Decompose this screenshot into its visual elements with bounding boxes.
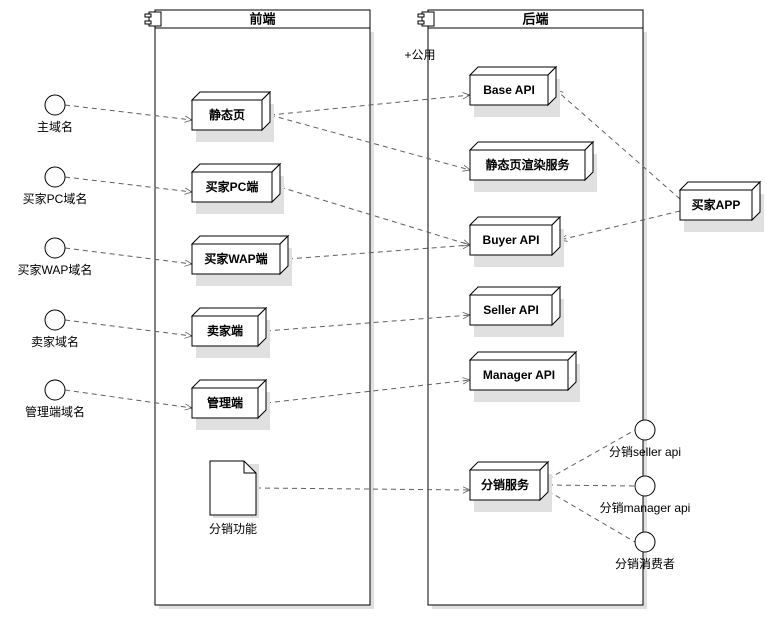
- interface-if-buyer-pc: 买家PC域名: [23, 167, 88, 206]
- svg-text:Buyer API: Buyer API: [483, 233, 540, 247]
- svg-text:买家APP: 买家APP: [692, 197, 741, 212]
- svg-text:后端: 后端: [522, 12, 548, 27]
- interface-if-buyer-wap: 买家WAP域名: [18, 238, 93, 277]
- svg-text:管理端: 管理端: [207, 395, 243, 410]
- box-renderer: 静态页渲染服务: [470, 142, 597, 192]
- box-buyerapp: 买家APP: [680, 182, 764, 232]
- svg-text:管理端域名: 管理端域名: [25, 404, 85, 419]
- interface-if-main: 主域名: [37, 95, 73, 134]
- svg-text:主域名: 主域名: [37, 119, 73, 134]
- box-managerapi: Manager API: [470, 352, 580, 402]
- svg-text:分销manager api: 分销manager api: [600, 501, 691, 515]
- svg-text:Manager API: Manager API: [483, 368, 555, 382]
- interface-if-manager: 管理端域名: [25, 380, 85, 419]
- svg-text:Base API: Base API: [483, 83, 535, 97]
- box-manager: 管理端: [192, 380, 270, 430]
- svg-text:买家WAP域名: 买家WAP域名: [18, 262, 93, 277]
- svg-text:静态页渲染服务: 静态页渲染服务: [485, 157, 570, 172]
- svg-text:买家PC端: 买家PC端: [206, 179, 259, 194]
- box-seller: 卖家端: [192, 308, 270, 358]
- svg-text:静态页: 静态页: [209, 107, 245, 122]
- svg-text:卖家域名: 卖家域名: [31, 334, 79, 349]
- svg-text:分销消费者: 分销消费者: [615, 557, 675, 571]
- interface-if-seller: 卖家域名: [31, 310, 79, 349]
- svg-text:+公用: +公用: [404, 48, 435, 62]
- svg-text:买家PC域名: 买家PC域名: [23, 191, 88, 206]
- box-sellerapi: Seller API: [470, 287, 564, 337]
- box-buyerapi: Buyer API: [470, 217, 564, 267]
- svg-text:分销seller api: 分销seller api: [609, 445, 681, 459]
- svg-text:前端: 前端: [249, 12, 275, 27]
- box-static: 静态页: [192, 92, 274, 142]
- svg-text:分销功能: 分销功能: [209, 522, 257, 536]
- svg-text:卖家端: 卖家端: [207, 323, 243, 338]
- svg-text:分销服务: 分销服务: [481, 477, 530, 492]
- box-baseapi: Base API: [470, 67, 560, 117]
- svg-text:买家WAP端: 买家WAP端: [204, 251, 267, 266]
- file-dist: 分销功能: [209, 461, 259, 536]
- svg-text:Seller API: Seller API: [483, 303, 539, 317]
- box-buyerwap: 买家WAP端: [192, 236, 292, 286]
- box-buyerpc: 买家PC端: [192, 164, 284, 214]
- box-distsvc: 分销服务: [470, 462, 552, 512]
